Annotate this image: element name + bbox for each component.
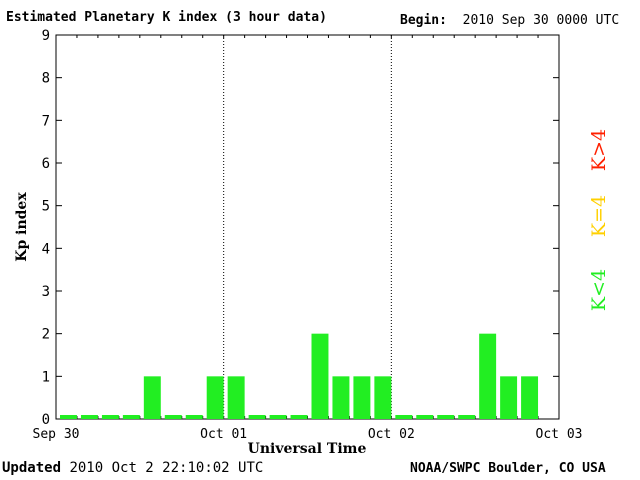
chart-title: Estimated Planetary K index (3 hour data… [6,10,327,25]
x-tick-label: Oct 03 [536,427,583,442]
y-tick-label: 8 [42,71,50,87]
y-tick-label: 2 [42,327,50,343]
kp-bar [206,376,224,419]
day-dividers [223,35,392,419]
kp-bar [164,415,182,419]
y-tick-label: 7 [42,113,50,129]
updated-label: Updated [2,460,62,476]
x-tick-label: Oct 01 [200,427,247,442]
x-tick-label: Sep 30 [33,427,80,442]
y-tick-label: 6 [42,156,50,172]
kp-bar [227,376,245,419]
legend-k-equal-4: K=4 [588,194,610,238]
y-tick-label: 4 [42,241,50,257]
begin-timestamp: Begin: 2010 Sep 30 0000 UTC [400,13,619,28]
y-tick-label: 9 [42,28,50,44]
updated-timestamp: Updated 2010 Oct 2 22:10:02 UTC [2,460,263,476]
kp-bar [185,415,203,419]
kp-bar [521,376,539,419]
y-tick-label: 5 [42,199,50,215]
y-tick-label: 0 [42,412,50,428]
kp-bar [101,415,119,419]
y-axis: 0 1 2 3 4 5 6 7 8 9 [42,28,559,428]
kp-bar [458,415,476,419]
kp-bar [290,415,308,419]
x-tick-label: Oct 02 [368,427,415,442]
legend-k-greater-4: K>4 [588,128,610,172]
kp-bar [332,376,350,419]
x-axis-label: Universal Time [248,441,367,457]
x-axis: Sep 30 Oct 01 Oct 02 Oct 03 [33,35,583,442]
source-credit: NOAA/SWPC Boulder, CO USA [410,461,606,476]
kp-bar [143,376,161,419]
kp-bar [395,415,413,419]
kp-bar [269,415,287,419]
updated-value: 2010 Oct 2 22:10:02 UTC [69,460,264,476]
kp-bar [416,415,434,419]
begin-label: Begin: [400,13,447,28]
bars [60,333,539,419]
kp-bar [353,376,371,419]
kp-bar [311,333,329,419]
kp-bar [122,415,140,419]
kp-bar [437,415,455,419]
kp-bar [248,415,266,419]
y-tick-label: 3 [42,284,50,300]
kp-bar [60,415,77,419]
kp-bar [374,376,392,419]
kp-bar [500,376,518,419]
legend-k-less-4: K<4 [588,268,610,312]
begin-value: 2010 Sep 30 0000 UTC [462,13,620,28]
y-axis-label: Kp index [14,192,30,262]
y-tick-label: 1 [42,369,50,385]
kp-bar [80,415,98,419]
kp-bar [479,333,497,419]
